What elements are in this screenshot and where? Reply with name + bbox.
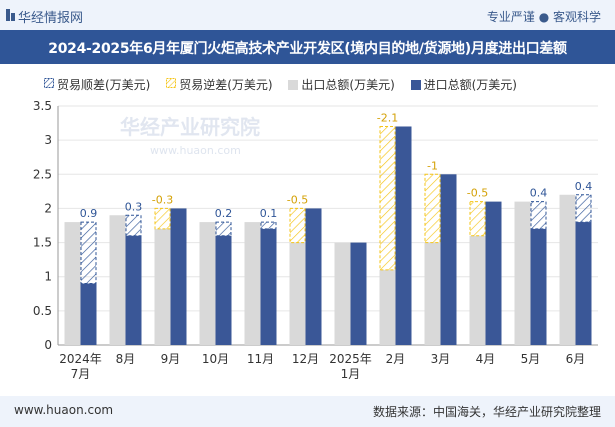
watermark-url: www.huaon.com — [150, 144, 241, 157]
x-tick-label: 4月 — [476, 352, 496, 366]
import-bar — [575, 222, 592, 345]
import-bar — [530, 228, 547, 345]
balance-label: 0.4 — [530, 187, 548, 200]
balance-label: 0.2 — [215, 207, 233, 220]
chart: 0 0.5 1 1.5 2 2.5 3 3.5 华经产业研究院 www.huaon.com 0.9 2… — [33, 99, 598, 381]
logo-icon — [6, 9, 15, 21]
legend: 贸易顺差(万美元) 贸易逆差(万美元) 出口总额(万美元) 进口总额(万美元) — [44, 76, 529, 93]
deficit-bar — [289, 207, 306, 244]
surplus-bar — [125, 214, 142, 237]
x-tick-label: 2025年 — [329, 352, 372, 366]
import-bar — [125, 235, 142, 345]
x-tick-label: 11月 — [247, 352, 274, 366]
balance-label: 0.9 — [80, 207, 98, 220]
surplus-bar — [530, 201, 547, 230]
legend-deficit-label: 贸易逆差(万美元) — [179, 78, 273, 92]
legend-surplus-swatch — [44, 78, 54, 88]
export-bar — [109, 215, 126, 345]
import-bar — [170, 208, 187, 345]
balance-label: 0.3 — [125, 200, 143, 213]
y-tick-label: 0 — [44, 338, 52, 352]
watermark: 华经产业研究院 — [120, 115, 260, 139]
x-tick-label: 2024年 — [59, 352, 102, 366]
deficit-bar — [154, 207, 171, 230]
slogan: 专业严谨 ● 客观科学 — [486, 10, 601, 24]
import-bar — [80, 283, 97, 345]
balance-label: -2.1 — [377, 111, 398, 124]
footer-source: 数据来源：中国海关，华经产业研究院整理 — [372, 405, 601, 419]
export-bar — [469, 235, 486, 345]
legend-import: 进口总额(万美元) — [410, 76, 517, 93]
y-tick-label: 1 — [44, 270, 52, 284]
import-bar — [440, 174, 457, 345]
import-bar — [305, 208, 322, 345]
y-tick-label: 3 — [44, 133, 52, 147]
x-tick-label: 3月 — [431, 352, 451, 366]
surplus-bar — [80, 221, 97, 285]
y-tick-label: 2 — [44, 201, 52, 215]
y-tick-label: 1.5 — [33, 236, 52, 250]
import-bar — [215, 235, 232, 345]
balance-label: 0.4 — [575, 180, 593, 193]
legend-deficit-swatch — [166, 78, 177, 88]
deficit-bar — [469, 201, 486, 237]
export-bar — [244, 222, 261, 345]
y-tick-label: 3.5 — [33, 99, 52, 113]
export-bar — [334, 242, 351, 345]
import-bar — [485, 201, 502, 345]
x-tick-label: 6月 — [566, 352, 586, 366]
surplus-bar — [215, 221, 232, 237]
surplus-bar — [575, 194, 592, 223]
top-bar — [0, 0, 615, 30]
x-tick-label: 10月 — [202, 352, 229, 366]
legend-deficit: 贸易逆差(万美元) — [166, 76, 273, 93]
y-tick-label: 0.5 — [33, 304, 52, 318]
import-bar — [260, 228, 277, 345]
title-bar — [0, 30, 615, 64]
export-bar — [379, 269, 396, 345]
deficit-bar — [424, 173, 441, 244]
export-bar — [289, 242, 306, 345]
x-tick-label: 1月 — [341, 367, 361, 381]
balance-label: -0.5 — [287, 193, 308, 206]
export-bar — [424, 242, 441, 345]
legend-import-label: 进口总额(万美元) — [423, 78, 517, 92]
import-bar — [395, 126, 412, 345]
legend-export-label: 出口总额(万美元) — [301, 78, 395, 92]
balance-label: -0.3 — [152, 193, 173, 206]
x-tick-label: 7月 — [71, 367, 91, 381]
legend-import-swatch — [410, 79, 421, 90]
export-bar — [154, 228, 171, 345]
export-bar — [199, 222, 216, 345]
x-tick-label: 9月 — [161, 352, 181, 366]
y-tick-label: 2.5 — [33, 167, 52, 181]
import-bar — [350, 242, 367, 345]
export-bar — [514, 201, 531, 345]
x-tick-label: 5月 — [521, 352, 541, 366]
x-tick-label: 12月 — [292, 352, 319, 366]
legend-export-swatch — [288, 79, 299, 90]
brand-name: 华经情报网 — [18, 11, 84, 26]
footer-website: www.huaon.com — [14, 403, 114, 417]
balance-label: 0.1 — [260, 207, 278, 220]
export-bar — [559, 194, 576, 345]
x-tick-label: 2月 — [386, 352, 406, 366]
legend-surplus: 贸易顺差(万美元) — [44, 76, 150, 93]
deficit-bar — [379, 125, 396, 271]
x-tick-label: 8月 — [116, 352, 136, 366]
export-bar — [64, 222, 81, 345]
balance-label: -1 — [427, 159, 438, 172]
balance-label: -0.5 — [467, 187, 488, 200]
legend-export: 出口总额(万美元) — [288, 76, 395, 93]
footer-bar — [0, 396, 615, 427]
chart-title: 2024-2025年6月年厦门火炬高技术产业开发区(境内目的地/货源地)月度进出… — [48, 41, 567, 57]
legend-surplus-label: 贸易顺差(万美元) — [57, 78, 151, 92]
surplus-bar — [260, 221, 277, 230]
